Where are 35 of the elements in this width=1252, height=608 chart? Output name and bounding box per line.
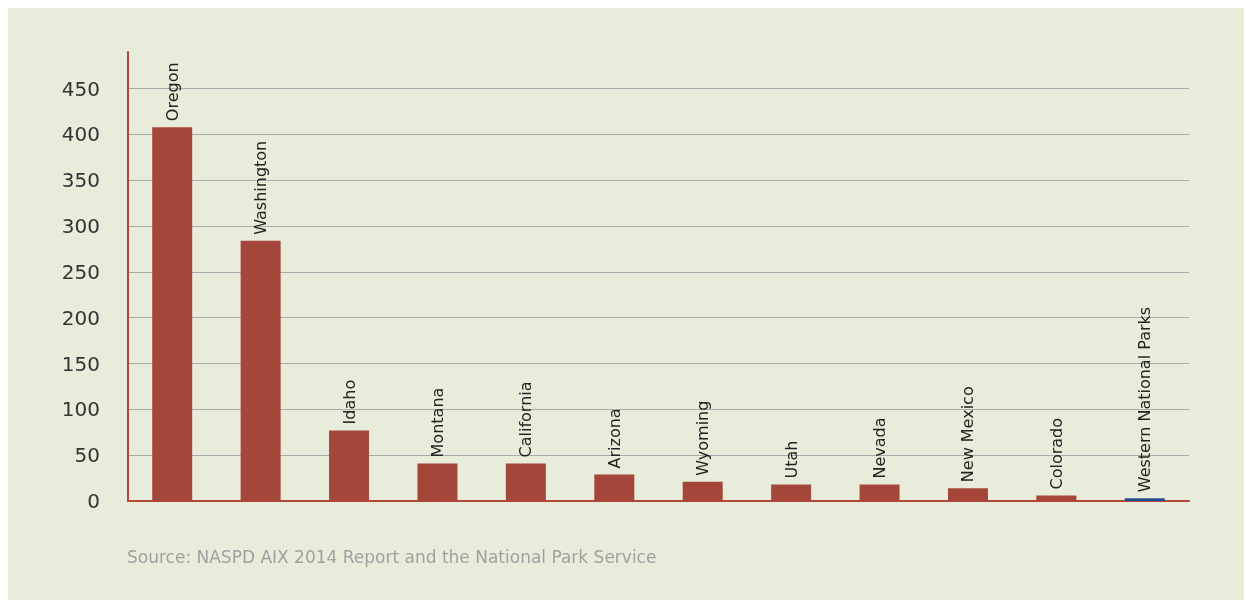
bar (771, 484, 812, 501)
bar (947, 488, 988, 501)
bar (505, 463, 546, 501)
bar (152, 127, 193, 501)
bar (859, 484, 900, 501)
x-tick-label: Western National Parks (1135, 306, 1155, 493)
bar (329, 430, 370, 501)
bar (1036, 495, 1077, 501)
y-tick-label: 450 (61, 76, 100, 101)
x-tick-label: Idaho (339, 379, 359, 425)
y-tick-label: 100 (61, 397, 100, 422)
y-tick-label: 400 (61, 122, 100, 147)
y-tick-label: 0 (87, 489, 100, 513)
y-tick-label: 200 (61, 305, 100, 330)
x-tick-label: New Mexico (958, 386, 978, 483)
x-tick-label: California (516, 381, 536, 458)
x-tick-label: Washington (251, 140, 271, 235)
bar (417, 463, 458, 501)
x-tick-label: Montana (427, 387, 447, 458)
x-tick-label: Nevada (870, 417, 890, 479)
y-tick-label: 150 (61, 351, 100, 376)
bar (1124, 498, 1165, 501)
x-tick-label: Colorado (1046, 417, 1066, 490)
y-tick-label: 300 (61, 214, 100, 239)
y-tick-label: 50 (74, 443, 100, 468)
bar (240, 240, 281, 501)
x-tick-label: Arizona (604, 408, 624, 469)
x-tick-label: Utah (781, 440, 801, 479)
bar (682, 481, 723, 501)
y-tick-label: 250 (61, 259, 100, 284)
y-tick-label: 350 (61, 168, 100, 193)
source-note: Source: NASPD AIX 2014 Report and the National Park Service (127, 546, 657, 567)
x-tick-label: Wyoming (693, 400, 713, 476)
bar (594, 474, 635, 501)
x-tick-label: Oregon (162, 62, 182, 122)
